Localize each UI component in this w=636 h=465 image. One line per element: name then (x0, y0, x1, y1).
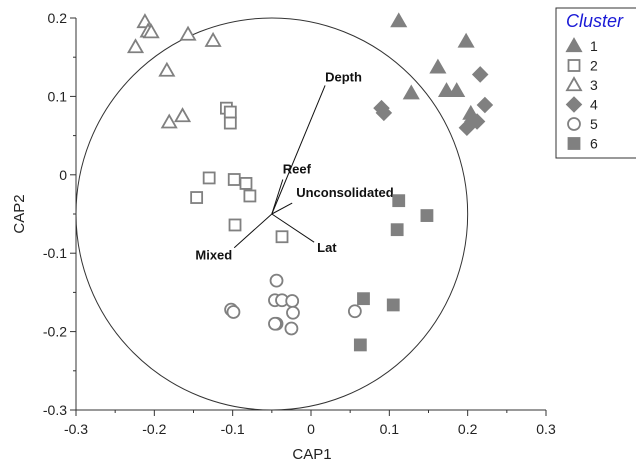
cluster-4-point (473, 67, 487, 81)
cluster-5-point (287, 307, 299, 319)
legend-label-4: 4 (590, 97, 598, 113)
cluster-5-point (286, 295, 298, 307)
cluster-3-point (181, 27, 195, 39)
cluster-5-point (269, 318, 281, 330)
legend-title: Cluster (566, 11, 624, 31)
legend-label-3: 3 (590, 77, 598, 93)
cluster-3-point (138, 15, 152, 27)
cluster-5-point (349, 305, 361, 317)
cluster-1-point (431, 60, 445, 72)
x-axis-title: CAP1 (292, 446, 331, 463)
x-tick-label: -0.3 (64, 421, 88, 437)
cluster-6-point (421, 210, 432, 221)
x-tick-label: -0.1 (221, 421, 245, 437)
cluster-3-point (206, 34, 220, 46)
y-tick-label: -0.1 (43, 245, 67, 261)
legend-label-1: 1 (590, 38, 598, 54)
cluster-2-point (225, 118, 236, 129)
cluster-2-point (229, 174, 240, 185)
cluster-1-point (404, 86, 418, 98)
vector-label-lat: Lat (317, 240, 337, 255)
legend-label-2: 2 (590, 58, 598, 74)
cluster-6-point (388, 299, 399, 310)
cluster-3-point (129, 40, 143, 52)
cluster-6-point (393, 195, 404, 206)
x-tick-label: 0.2 (458, 421, 478, 437)
x-tick-label: 0.1 (380, 421, 400, 437)
x-tick-label: 0 (307, 421, 315, 437)
legend-label-5: 5 (590, 116, 598, 132)
cluster-6-point (355, 339, 366, 350)
vector-label-mixed: Mixed (195, 248, 232, 263)
y-tick-label: 0.2 (48, 10, 68, 26)
y-tick-label: 0 (59, 167, 67, 183)
cluster-5-point (271, 275, 283, 287)
x-tick-label: 0.3 (536, 421, 556, 437)
cluster-4-point (478, 98, 492, 112)
cluster-2-point (230, 219, 241, 230)
legend-marker-6 (569, 138, 580, 149)
legend-marker-2 (569, 60, 580, 71)
cluster-1-point (392, 14, 406, 26)
legend-marker-5 (568, 118, 580, 130)
marker-layer (129, 14, 492, 350)
cluster-6-point (358, 293, 369, 304)
vector-label-reef: Reef (283, 162, 312, 177)
cluster-1-point (450, 84, 464, 96)
cluster-3-point (176, 109, 190, 121)
cluster-3-point (160, 64, 174, 76)
cluster-2-point (225, 107, 236, 118)
vector-label-unconsolidated: Unconsolidated (296, 185, 394, 200)
cluster-5-point (285, 322, 297, 334)
cluster-1-point (459, 35, 473, 47)
legend-label-6: 6 (590, 136, 598, 152)
y-tick-label: -0.2 (43, 324, 67, 340)
cluster-5-point (227, 306, 239, 318)
cluster-2-point (191, 192, 202, 203)
vector-layer: Depth Reef Unconsolidated Lat Mixed (195, 69, 393, 262)
y-tick-label: 0.1 (48, 88, 68, 104)
x-tick-label: -0.2 (142, 421, 166, 437)
legend: Cluster 1 2 3 4 5 6 (556, 8, 636, 158)
cluster-3-point (162, 115, 176, 127)
cluster-2-point (240, 178, 251, 189)
cluster-6-point (392, 224, 403, 235)
cluster-2-point (244, 190, 255, 201)
y-axis-title: CAP2 (11, 194, 28, 233)
cluster-2-point (277, 231, 288, 242)
vector-label-depth: Depth (325, 69, 362, 84)
cluster-2-point (204, 172, 215, 183)
y-tick-label: -0.3 (43, 402, 67, 418)
